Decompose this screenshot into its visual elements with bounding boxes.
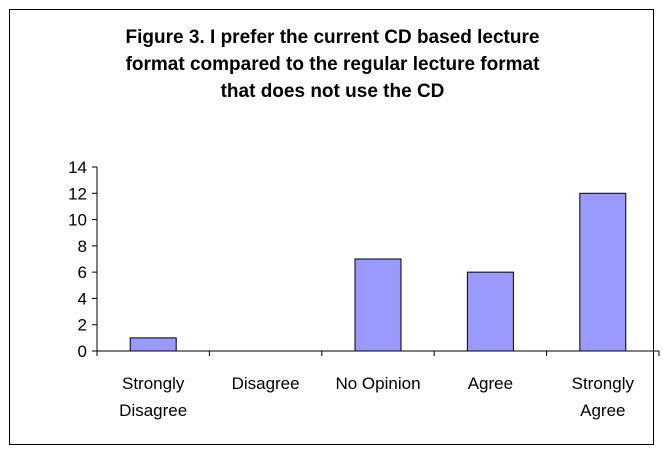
x-category-label: Disagree [119, 401, 187, 420]
chart-title-line: Figure 3. I prefer the current CD based … [125, 27, 540, 48]
chart-title: Figure 3. I prefer the current CD based … [10, 24, 655, 105]
x-category-label: No Opinion [335, 374, 420, 393]
bar-no-opinion [354, 258, 402, 352]
x-category-label: Agree [468, 374, 513, 393]
chart-title-line: format compared to the regular lecture f… [125, 54, 540, 75]
chart-frame: Figure 3. I prefer the current CD based … [9, 9, 654, 445]
x-category-label: Agree [580, 401, 625, 420]
chart-title-line: that does not use the CD [220, 81, 445, 102]
x-category-label: Strongly [572, 374, 635, 393]
x-category-label: Disagree [232, 374, 300, 393]
y-tick-label: 6 [78, 263, 87, 282]
y-tick-label: 10 [68, 211, 87, 230]
y-tick-label: 12 [68, 184, 87, 203]
bar-strongly-disagree [129, 337, 177, 352]
bar-strongly-agree [579, 192, 627, 352]
y-tick-label: 8 [78, 237, 87, 256]
y-tick-label: 4 [78, 289, 87, 308]
y-tick-label: 14 [68, 158, 87, 177]
y-tick-label: 0 [78, 342, 87, 361]
x-category-label: Strongly [122, 374, 185, 393]
bar-agree [466, 271, 514, 352]
y-tick-label: 2 [78, 316, 87, 335]
